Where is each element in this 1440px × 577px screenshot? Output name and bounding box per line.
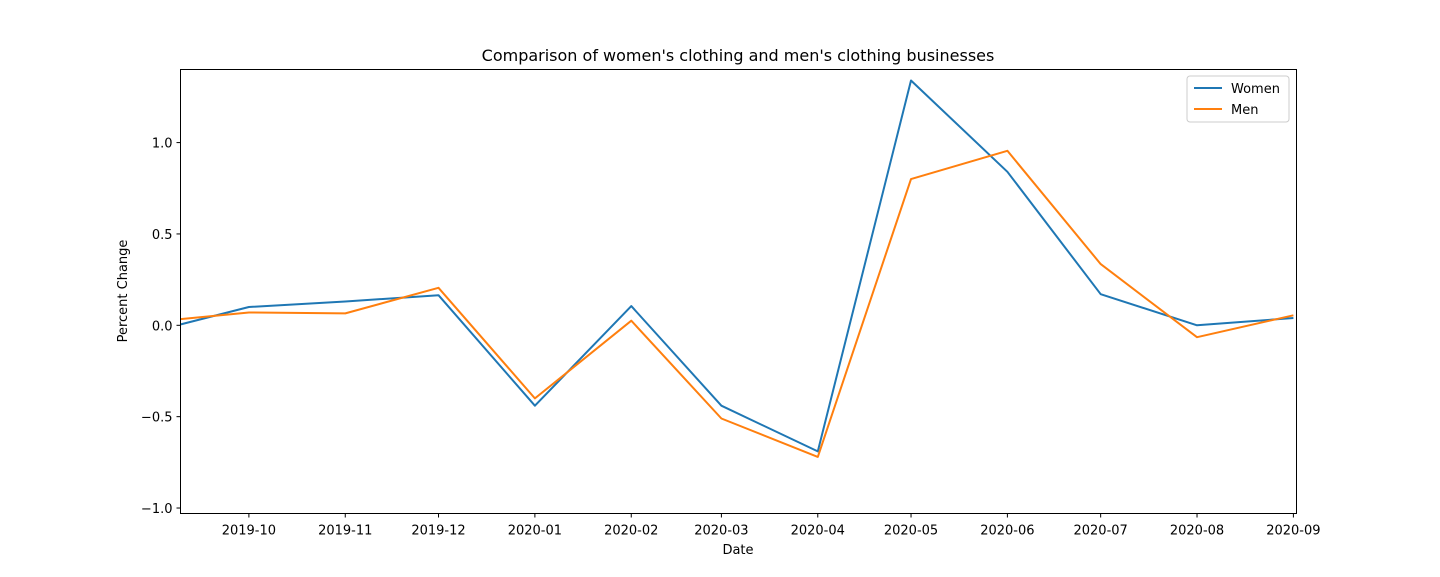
series-line-men (180, 149, 1294, 458)
x-tick-label: 2020-09 (1266, 524, 1320, 539)
y-tick-label: −0.5 (141, 411, 173, 426)
legend-label-men: Men (1231, 103, 1258, 118)
x-tick-label: 2020-01 (508, 524, 562, 539)
y-tick-label: 0.0 (152, 319, 173, 334)
plot-frame (180, 69, 1297, 514)
x-tick-label: 2020-03 (694, 524, 748, 539)
y-tick-label: 0.5 (152, 228, 173, 243)
chart-title: Comparison of women's clothing and men's… (482, 46, 995, 65)
x-tick-label: 2020-02 (604, 524, 658, 539)
y-tick-label: −1.0 (141, 502, 173, 517)
axis-ticks: −1.0 −0.5 0.0 0.5 1.0 2019-10 2019-11 2019-12 20… (141, 137, 1321, 539)
y-axis-title: Percent Change (116, 240, 131, 343)
y-tick-label: 1.0 (152, 137, 173, 152)
x-axis-title: Date (722, 543, 753, 558)
x-tick-label: 2020-06 (980, 524, 1034, 539)
x-tick-label: 2019-11 (318, 524, 372, 539)
series-line-women (180, 79, 1294, 453)
x-tick-label: 2020-04 (791, 524, 845, 539)
legend: Women Men (1186, 75, 1290, 123)
data-series (180, 79, 1294, 458)
x-tick-label: 2020-05 (884, 524, 938, 539)
x-tick-label: 2020-07 (1073, 524, 1127, 539)
x-tick-label: 2019-10 (222, 524, 276, 539)
x-tick-label: 2019-12 (411, 524, 465, 539)
x-tick-label: 2020-08 (1170, 524, 1224, 539)
legend-label-women: Women (1231, 82, 1280, 97)
